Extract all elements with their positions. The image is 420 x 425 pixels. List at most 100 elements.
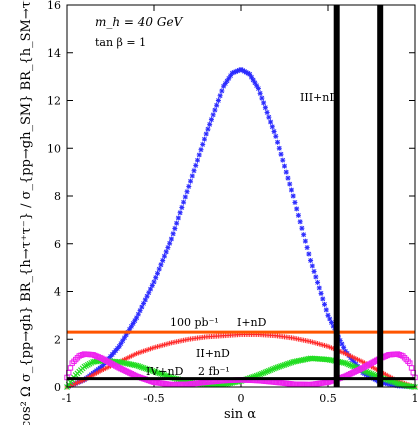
data-point: [255, 372, 262, 378]
data-point: [299, 225, 305, 231]
data-point: [276, 363, 283, 370]
data-point: [159, 371, 166, 378]
data-point: [184, 189, 190, 195]
y-axis-label: cos² Ω σ_{pp→gh} BR_{h→τ⁺τ⁻} / σ_{pp→gh_…: [19, 0, 34, 425]
data-point: [162, 253, 167, 259]
data-point: [219, 88, 225, 94]
data-point: [160, 258, 166, 263]
data-point: [153, 275, 159, 281]
data-point: [318, 291, 324, 296]
annotation-tanbeta: tan β = 1: [95, 36, 146, 49]
y-tick-label: 2: [54, 333, 61, 346]
data-point: [186, 184, 192, 189]
data-point: [152, 369, 159, 376]
data-point: [340, 359, 347, 366]
data-point: [304, 245, 310, 250]
data-point: [191, 168, 197, 174]
data-point: [261, 100, 266, 106]
data-point: [345, 361, 352, 368]
data-point: [301, 232, 306, 238]
data-point: [287, 181, 293, 187]
reference-lines: [67, 5, 415, 387]
data-point: [263, 105, 268, 111]
data-point: [137, 363, 144, 370]
data-point: [260, 369, 267, 376]
data-point: [278, 363, 284, 370]
data-point: [303, 238, 308, 244]
data-point: [370, 371, 377, 378]
data-point: [249, 74, 254, 80]
data-point: [323, 307, 329, 313]
data-point: [391, 379, 398, 386]
data-point: [182, 194, 188, 200]
y-tick-label: 10: [47, 142, 61, 155]
data-point: [304, 356, 311, 362]
data-point: [156, 370, 163, 377]
data-point: [320, 296, 326, 302]
data-point: [170, 231, 176, 237]
annotation-lumi100: 100 pb⁻¹: [170, 316, 219, 329]
data-point: [181, 199, 186, 205]
data-point: [339, 341, 345, 347]
data-point: [288, 359, 295, 366]
data-point: [156, 266, 162, 272]
y-tick-label: 0: [54, 381, 61, 394]
data-point: [217, 93, 223, 99]
plot-border: [66, 4, 416, 388]
data-point: [264, 368, 271, 375]
data-point: [247, 71, 253, 77]
data-point: [163, 249, 169, 255]
data-point: [205, 126, 211, 132]
data-point: [322, 302, 327, 307]
data-point: [158, 370, 164, 377]
data-point: [257, 90, 263, 96]
data-point: [158, 262, 164, 268]
data-point: [282, 163, 287, 169]
data-point: [313, 274, 319, 280]
data-point: [306, 251, 312, 257]
data-point: [193, 163, 199, 168]
data-point: [200, 142, 206, 147]
data-point: [216, 98, 221, 103]
data-point: [283, 169, 289, 175]
data-point: [366, 370, 373, 377]
data-point: [342, 360, 349, 367]
data-point: [144, 366, 150, 373]
y-tick-label: 16: [47, 0, 61, 12]
data-point: [151, 279, 157, 285]
data-point: [315, 280, 320, 285]
data-point: [189, 173, 195, 179]
x-tick-label: -1: [62, 392, 73, 405]
data-point: [368, 370, 375, 377]
data-point: [297, 357, 304, 364]
data-point: [300, 356, 307, 363]
data-point: [138, 364, 145, 371]
data-point: [154, 369, 161, 376]
data-point: [349, 363, 356, 369]
data-point: [195, 157, 200, 163]
annotation-ii: II+nD: [196, 347, 230, 360]
data-point: [274, 364, 281, 371]
data-point: [271, 365, 277, 372]
data-point: [329, 320, 334, 325]
data-point: [174, 220, 179, 226]
data-point: [293, 358, 300, 365]
data-point: [290, 359, 297, 365]
data-point: [207, 122, 213, 127]
x-tick-label: 0.5: [319, 392, 337, 405]
data-point: [149, 367, 156, 374]
y-tick-label: 14: [47, 47, 61, 60]
x-tick-label: 0: [238, 392, 245, 405]
data-point: [295, 357, 302, 364]
data-point: [292, 358, 298, 365]
data-point: [269, 124, 275, 130]
data-point: [280, 157, 286, 163]
plot-background: [67, 5, 415, 387]
data-point: [327, 316, 333, 322]
x-axis-label: sin α: [224, 407, 256, 422]
data-point: [269, 366, 276, 373]
data-point: [262, 369, 269, 376]
data-point: [133, 362, 140, 369]
data-point: [285, 175, 291, 181]
